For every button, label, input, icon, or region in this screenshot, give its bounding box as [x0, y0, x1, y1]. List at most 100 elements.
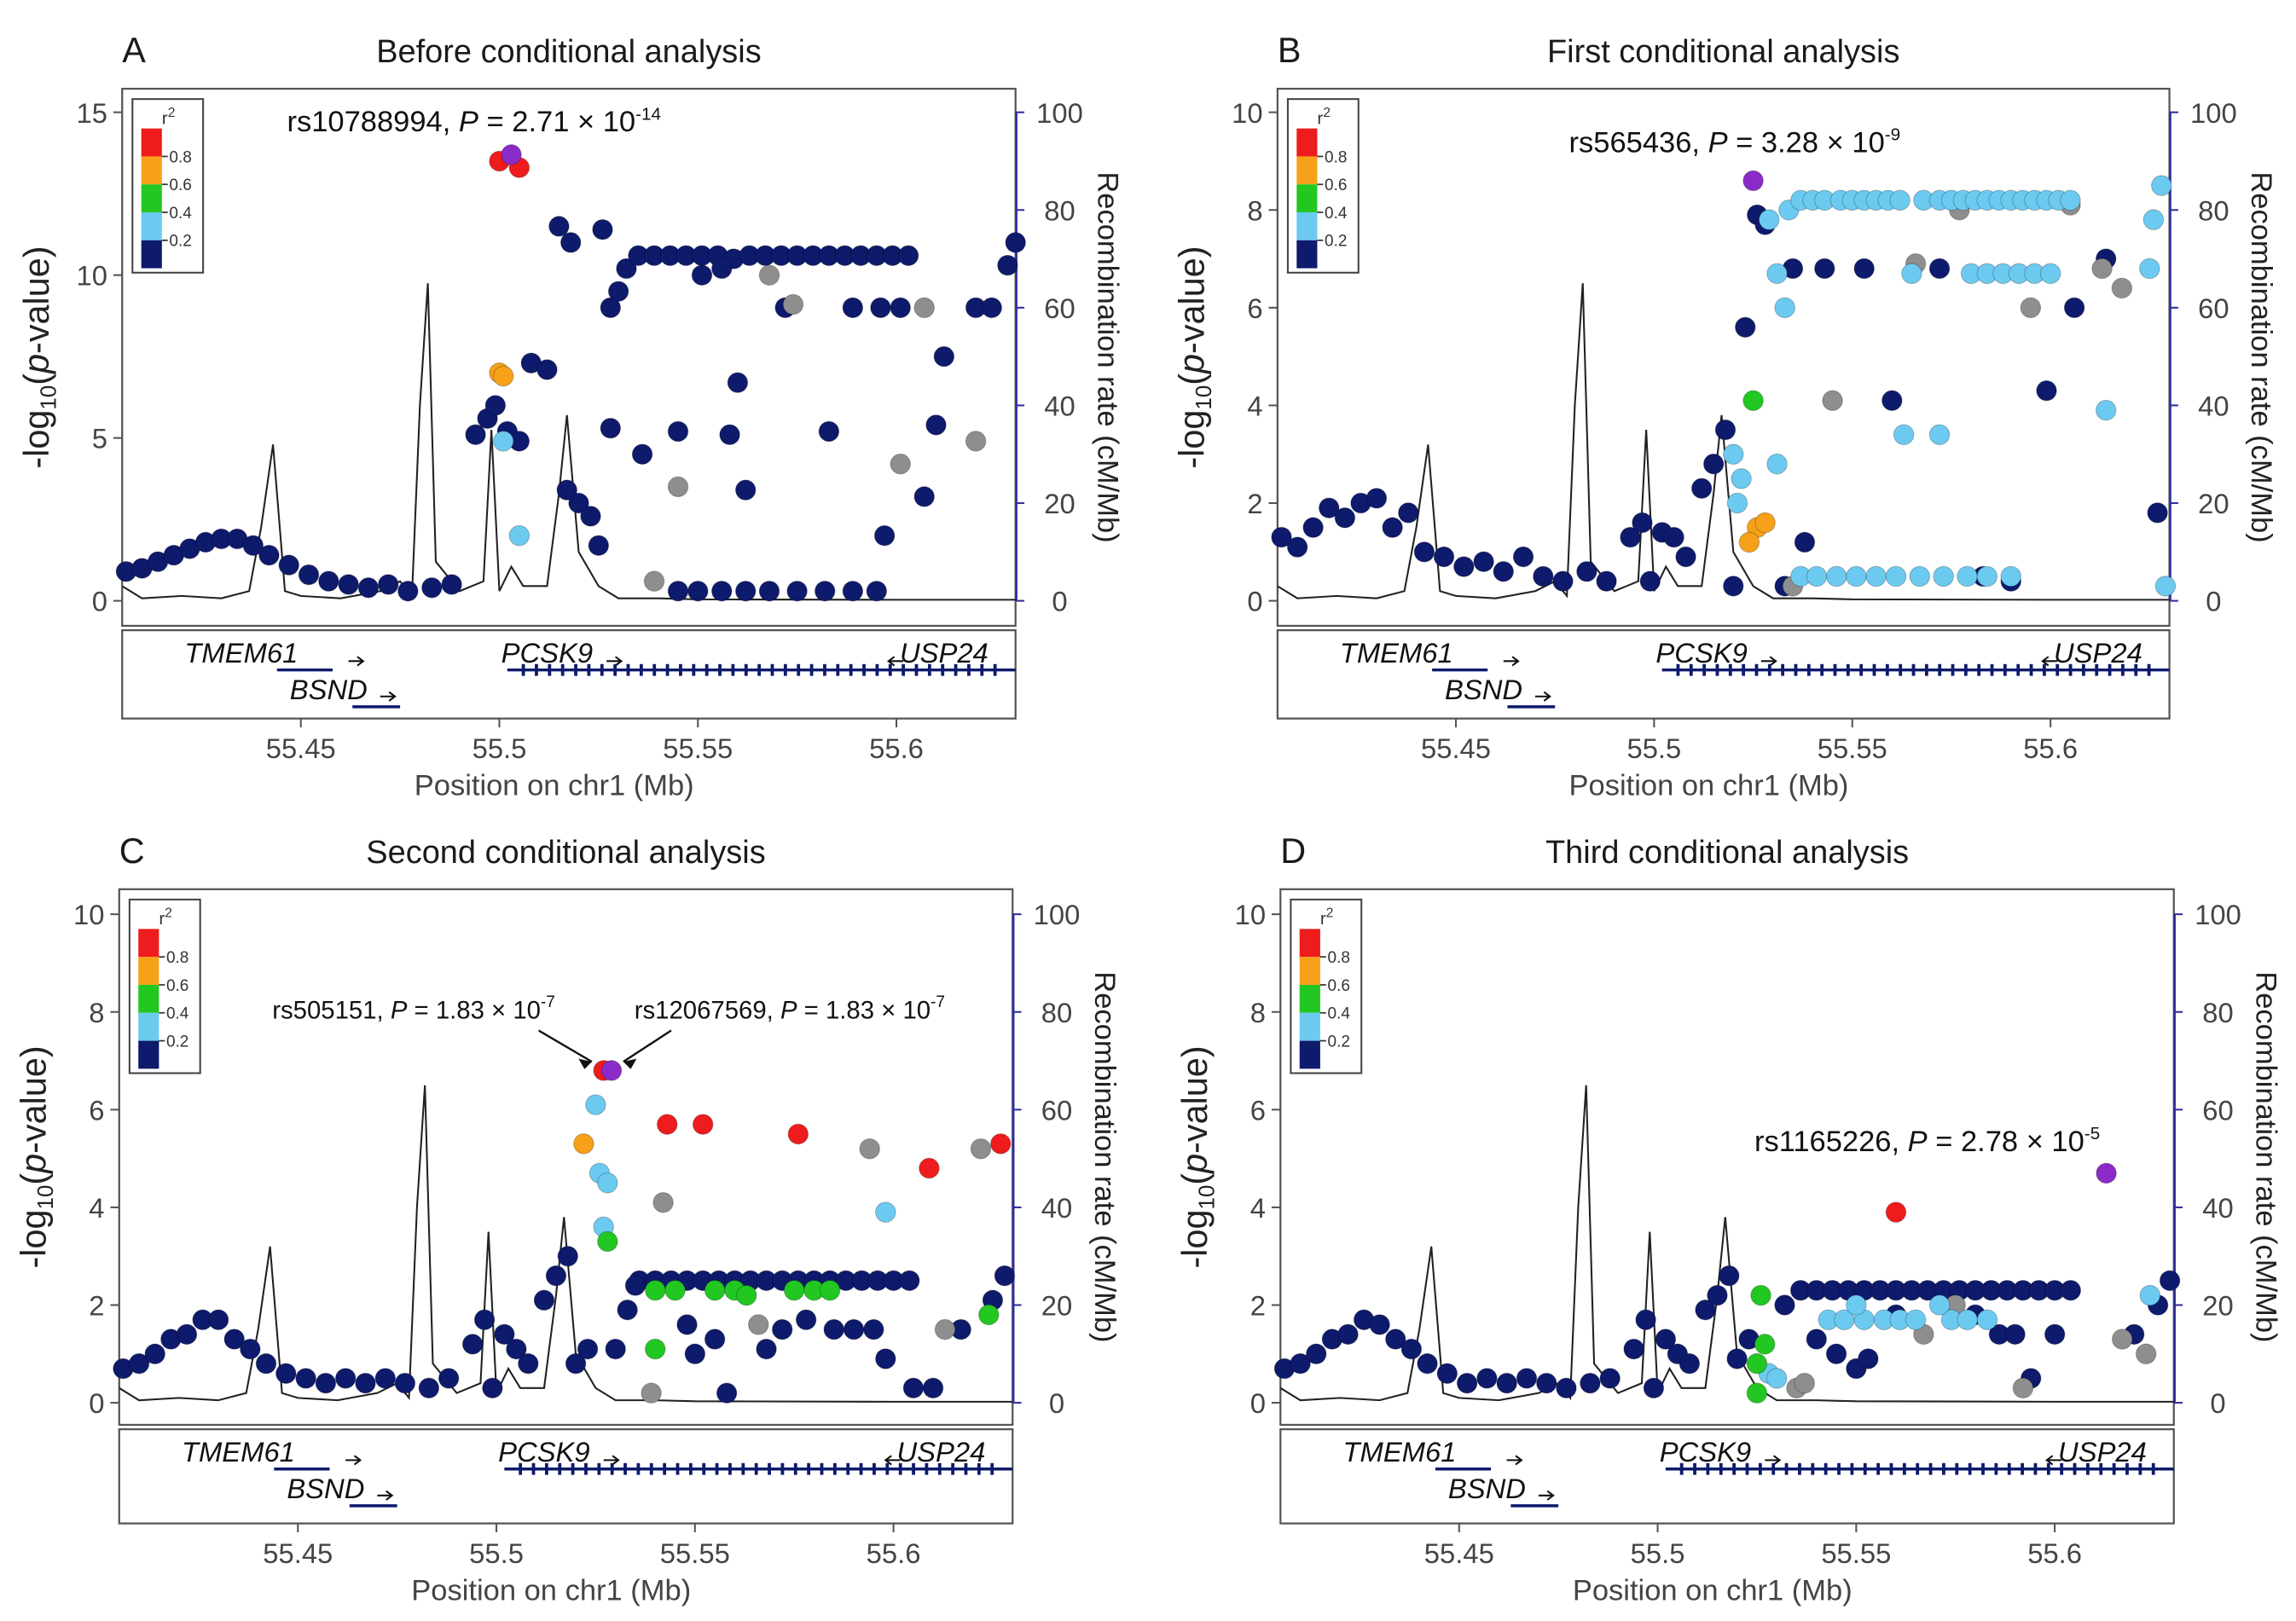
exon-mark — [560, 663, 565, 676]
snp-point — [1271, 526, 1292, 548]
exon-mark — [1902, 1462, 1906, 1475]
exon-mark — [679, 663, 682, 676]
gene-track-frame — [121, 628, 1017, 720]
snp-point — [1794, 531, 1816, 553]
p-value: = 2.78 × 10 — [1928, 1126, 2084, 1158]
panel-a: A Before conditional analysis051015-log10… — [17, 31, 1123, 802]
snp-point — [1726, 492, 1748, 514]
scatter-points — [115, 144, 1026, 602]
y-title-italic: p — [1175, 1154, 1215, 1175]
legend-swatch — [1299, 929, 1320, 958]
exon-mark — [571, 1462, 575, 1475]
exon-mark — [1798, 1462, 1801, 1475]
exon-mark — [1676, 663, 1680, 676]
strand-arrow-icon — [603, 1455, 620, 1466]
snp-point — [580, 506, 601, 527]
exon-mark — [535, 663, 538, 676]
legend-swatch — [1296, 240, 1318, 269]
snp-point — [747, 1314, 769, 1335]
exon-mark — [574, 663, 577, 676]
r2-legend: r2 0.8 0.6 0.4 0.2 — [1286, 98, 1360, 274]
snp-point — [684, 1343, 706, 1365]
snp-point — [1765, 1368, 1788, 1389]
x-tick-label: 55.45 — [266, 732, 336, 764]
snp-point — [1385, 1329, 1406, 1350]
snp-point — [1552, 570, 1574, 592]
exon-mark — [990, 1462, 994, 1475]
exon-mark — [1837, 1462, 1841, 1475]
panel-title: First conditional analysis — [1547, 34, 1899, 70]
exon-mark — [757, 663, 762, 676]
snp-point — [902, 1377, 925, 1399]
snp-point — [2159, 1270, 2181, 1292]
x-tick-label: 55.5 — [469, 1537, 524, 1569]
y-title-part: -value) — [1175, 1045, 1215, 1154]
exon-mark — [1850, 1462, 1854, 1475]
exon-mark — [741, 1462, 745, 1475]
snp-point — [783, 1279, 805, 1301]
snp-id: rs565436, — [1569, 126, 1708, 159]
y2-tick-label: 0 — [2210, 1387, 2225, 1419]
snp-point — [913, 297, 935, 319]
snp-point — [1814, 258, 1835, 280]
panel-letter: C — [119, 831, 145, 871]
exon-mark — [1715, 663, 1719, 676]
y-tick-label: 4 — [89, 1192, 104, 1224]
snp-point — [536, 359, 558, 380]
snp-point — [994, 1265, 1016, 1287]
exon-mark — [1924, 663, 1928, 676]
snp-point — [692, 1114, 714, 1135]
snp-point — [473, 1309, 496, 1330]
lead-snp-point — [600, 1060, 623, 1081]
gene-label-tmem61: TMEM61 — [1343, 1436, 1457, 1468]
exon-mark — [2007, 1462, 2011, 1475]
exon-mark — [531, 1462, 536, 1475]
snp-point — [1337, 1323, 1359, 1346]
y-tick-label: 2 — [1247, 488, 1262, 519]
panel-c: C Second conditional analysis0246810-log1… — [14, 831, 1120, 1607]
lead-snp-point — [2096, 1162, 2117, 1184]
snp-point — [600, 417, 622, 439]
snp-point — [1305, 1343, 1327, 1365]
y-tick-label: 0 — [89, 1387, 104, 1419]
strand-arrow-icon — [377, 1490, 394, 1501]
x-axis-title: Position on chr1 (Mb) — [1569, 769, 1849, 802]
exon-mark — [587, 663, 591, 676]
snp-point — [1417, 1352, 1438, 1375]
snp-point — [2135, 1343, 2157, 1365]
strand-arrow-icon — [2045, 1455, 2062, 1466]
exon-mark — [665, 663, 670, 676]
snp-point — [756, 1338, 777, 1360]
snp-point — [560, 232, 582, 253]
x-tick-label: 55.55 — [1821, 1537, 1891, 1569]
snp-point — [1702, 453, 1725, 475]
legend-title-r: r — [162, 108, 168, 128]
snp-point — [1536, 1372, 1557, 1394]
y2-tick-label: 0 — [2206, 586, 2221, 617]
snp-point — [814, 580, 836, 602]
exon-mark — [600, 663, 604, 676]
snp-point — [795, 1309, 817, 1330]
snp-id: rs505151, — [272, 997, 391, 1025]
snp-point — [870, 297, 891, 319]
y-tick-label: 6 — [1247, 292, 1262, 324]
snp-point — [1806, 565, 1828, 588]
snp-point — [1738, 531, 1760, 553]
snp-point — [1556, 1377, 1577, 1399]
y-title-part: -log — [17, 410, 56, 469]
strand-arrow-icon — [884, 1455, 901, 1466]
snp-point — [298, 564, 320, 586]
exon-mark — [2138, 1462, 2142, 1475]
snp-point — [557, 1245, 579, 1267]
snp-point — [1632, 512, 1653, 534]
snp-point — [2139, 1284, 2161, 1306]
exon-mark — [652, 663, 657, 676]
snp-point — [2142, 209, 2165, 230]
x-tick-label: 55.45 — [1424, 1537, 1494, 1569]
snp-point — [1433, 546, 1455, 568]
exon-mark — [832, 1462, 837, 1475]
legend-swatch — [1296, 156, 1318, 185]
y-tick-label: 0 — [92, 586, 107, 617]
snp-point — [438, 1368, 460, 1389]
snp-point — [758, 264, 780, 286]
